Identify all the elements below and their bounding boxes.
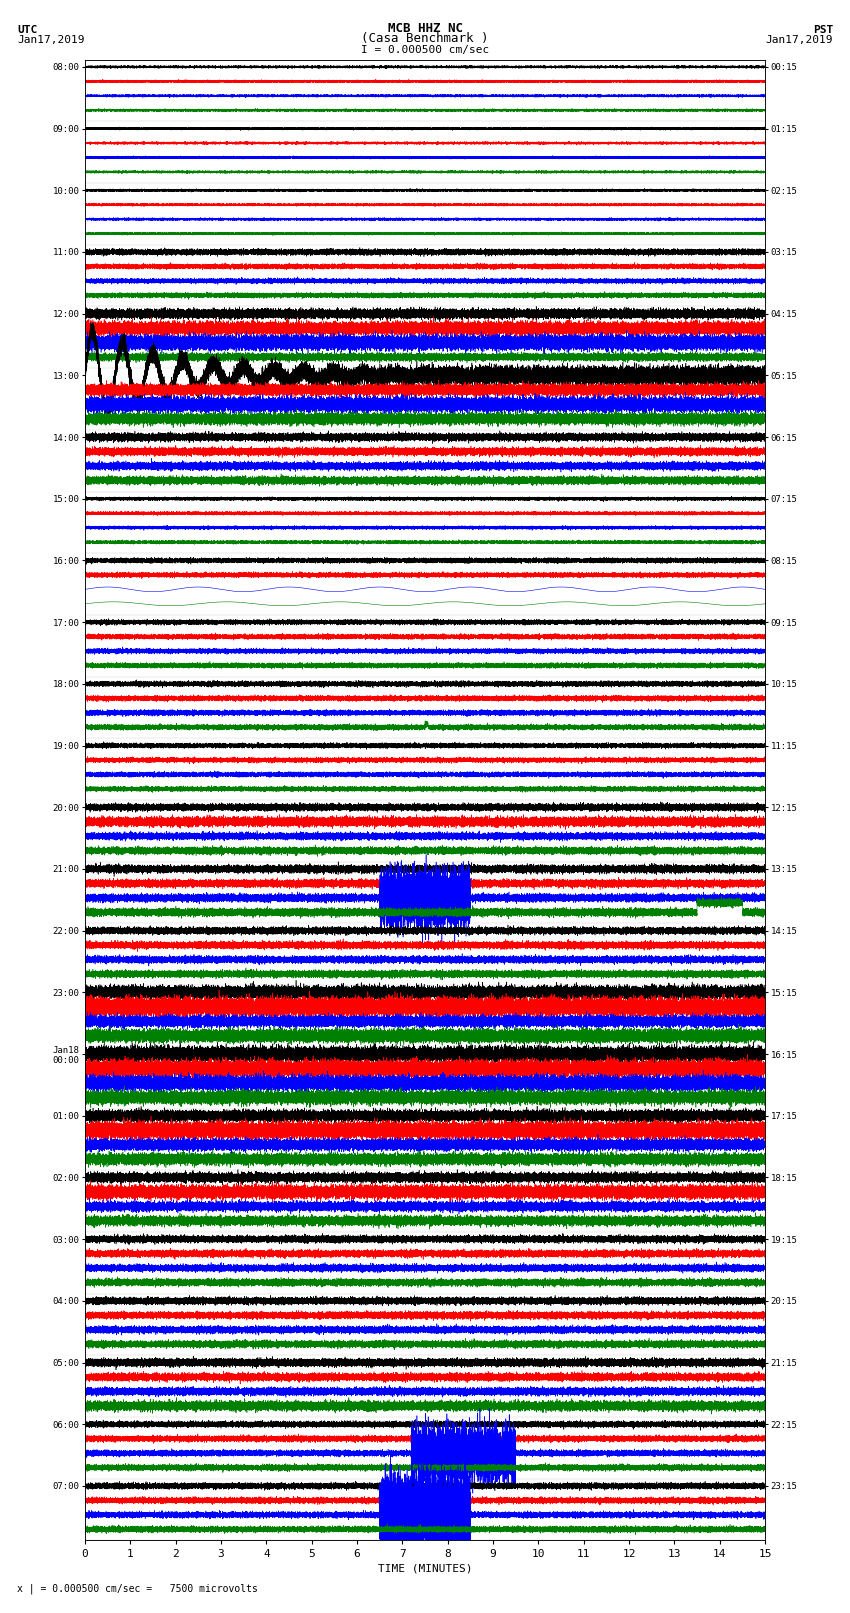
Text: MCB HHZ NC: MCB HHZ NC (388, 23, 462, 35)
Text: PST: PST (813, 26, 833, 35)
X-axis label: TIME (MINUTES): TIME (MINUTES) (377, 1563, 473, 1574)
Text: Jan17,2019: Jan17,2019 (766, 35, 833, 45)
Text: UTC: UTC (17, 26, 37, 35)
Text: (Casa Benchmark ): (Casa Benchmark ) (361, 32, 489, 45)
Text: Jan17,2019: Jan17,2019 (17, 35, 84, 45)
Text: I = 0.000500 cm/sec: I = 0.000500 cm/sec (361, 45, 489, 55)
Text: x | = 0.000500 cm/sec =   7500 microvolts: x | = 0.000500 cm/sec = 7500 microvolts (17, 1582, 258, 1594)
